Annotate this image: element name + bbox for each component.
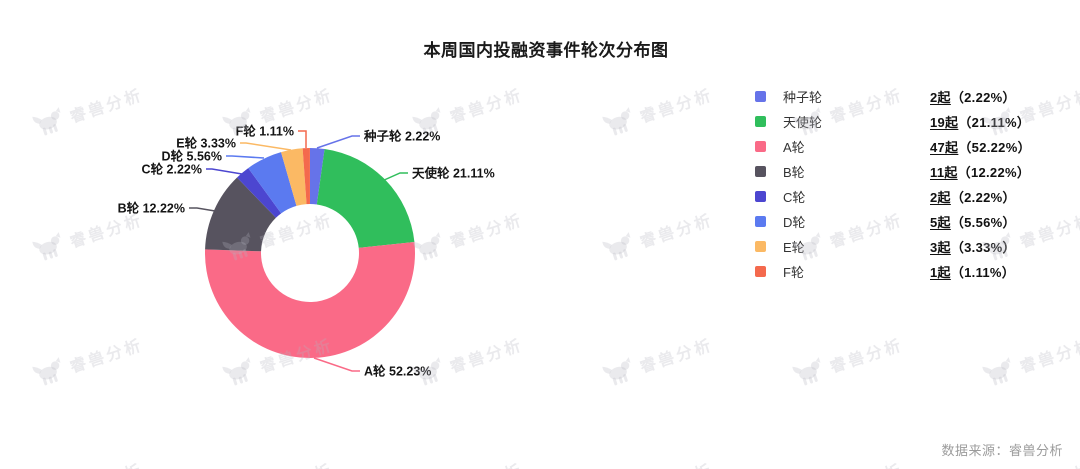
legend-value: 2起（2.22%） xyxy=(930,87,1016,106)
legend-label: E轮 xyxy=(783,240,805,255)
legend-percent: （2.22%） xyxy=(950,190,1016,205)
legend-item-5[interactable]: D轮 5起（5.56%） xyxy=(755,209,1031,234)
pie-slice-7[interactable] xyxy=(302,148,310,205)
legend-count-link[interactable]: 5起 xyxy=(930,215,951,230)
legend-swatch-icon xyxy=(755,141,766,152)
legend-item-6[interactable]: E轮 3起（3.33%） xyxy=(755,234,1031,259)
pie-label-3: B轮 12.22% xyxy=(118,201,185,216)
legend-label: D轮 xyxy=(783,215,806,230)
source-note: 数据来源：睿兽分析 xyxy=(941,443,1063,458)
legend-value: 3起（3.33%） xyxy=(930,237,1016,256)
legend-item-3[interactable]: B轮 11起（12.22%） xyxy=(755,159,1031,184)
label-line-1 xyxy=(381,172,408,182)
legend-percent: （2.22%） xyxy=(950,90,1016,105)
label-line-2 xyxy=(313,357,360,372)
label-line-0 xyxy=(316,135,360,149)
legend-value: 2起（2.22%） xyxy=(930,187,1016,206)
legend-count-link[interactable]: 2起 xyxy=(930,190,951,205)
legend-count-link[interactable]: 47起 xyxy=(930,140,959,155)
pie-slice-5[interactable] xyxy=(248,152,297,214)
label-line-3 xyxy=(189,207,216,212)
legend-item-0[interactable]: 种子轮 2起（2.22%） xyxy=(755,84,1031,109)
legend-label: A轮 xyxy=(783,140,805,155)
legend-value: 19起（21.11%） xyxy=(930,112,1030,131)
legend-count-link[interactable]: 2起 xyxy=(930,90,951,105)
legend-count-link[interactable]: 3起 xyxy=(930,240,951,255)
legend-count-link[interactable]: 11起 xyxy=(930,165,958,180)
pie-label-6: E轮 3.33% xyxy=(176,136,236,151)
pie-slice-2[interactable] xyxy=(205,242,415,358)
legend-label: C轮 xyxy=(783,190,806,205)
pie-label-0: 种子轮 2.22% xyxy=(363,129,440,144)
legend-item-7[interactable]: F轮 1起（1.11%） xyxy=(755,259,1031,284)
label-line-5 xyxy=(226,155,265,159)
chart-title: 本周国内投融资事件轮次分布图 xyxy=(423,41,669,60)
legend-value: 11起（12.22%） xyxy=(930,162,1030,181)
legend-label: B轮 xyxy=(783,165,805,180)
pie-label-5: D轮 5.56% xyxy=(162,149,222,164)
legend-value: 1起（1.11%） xyxy=(930,262,1015,281)
legend-value: 47起（52.22%） xyxy=(930,137,1031,156)
legend-percent: （1.11%） xyxy=(950,265,1016,280)
legend-item-2[interactable]: A轮 47起（52.22%） xyxy=(755,134,1031,159)
legend-count-link[interactable]: 1起 xyxy=(930,265,951,280)
legend: 种子轮 2起（2.22%） 天使轮 19起（21.11%） A轮 47起（52.22%） B… xyxy=(755,84,1031,284)
legend-swatch-icon xyxy=(755,241,766,252)
legend-item-1[interactable]: 天使轮 19起（21.11%） xyxy=(755,109,1031,134)
pie-slice-1[interactable] xyxy=(316,149,415,248)
legend-item-4[interactable]: C轮 2起（2.22%） xyxy=(755,184,1031,209)
legend-count-link[interactable]: 19起 xyxy=(930,115,959,130)
legend-swatch-icon xyxy=(755,266,766,277)
label-line-7 xyxy=(298,130,307,148)
legend-label: F轮 xyxy=(783,265,804,280)
pie-label-7: F轮 1.11% xyxy=(236,124,294,139)
label-line-4 xyxy=(206,168,243,175)
pie-slice-0[interactable] xyxy=(310,148,325,205)
pie-slice-4[interactable] xyxy=(237,168,282,218)
legend-swatch-icon xyxy=(755,116,766,127)
legend-percent: （52.22%） xyxy=(958,140,1031,155)
label-line-6 xyxy=(240,142,292,151)
pie-label-4: C轮 2.22% xyxy=(142,162,202,177)
legend-percent: （12.22%） xyxy=(957,165,1031,180)
legend-swatch-icon xyxy=(755,166,766,177)
legend-swatch-icon xyxy=(755,216,766,227)
legend-value: 5起（5.56%） xyxy=(930,212,1016,231)
legend-percent: （5.56%） xyxy=(950,215,1016,230)
legend-percent: （21.11%） xyxy=(958,115,1031,130)
legend-swatch-icon xyxy=(755,91,766,102)
legend-label: 种子轮 xyxy=(783,90,823,105)
pie-label-1: 天使轮 21.11% xyxy=(412,166,495,181)
legend-swatch-icon xyxy=(755,191,766,202)
pie-slice-3[interactable] xyxy=(205,177,276,252)
pie-slice-6[interactable] xyxy=(281,148,307,206)
legend-label: 天使轮 xyxy=(783,115,823,130)
legend-percent: （3.33%） xyxy=(950,240,1016,255)
pie-label-2: A轮 52.23% xyxy=(364,364,431,379)
